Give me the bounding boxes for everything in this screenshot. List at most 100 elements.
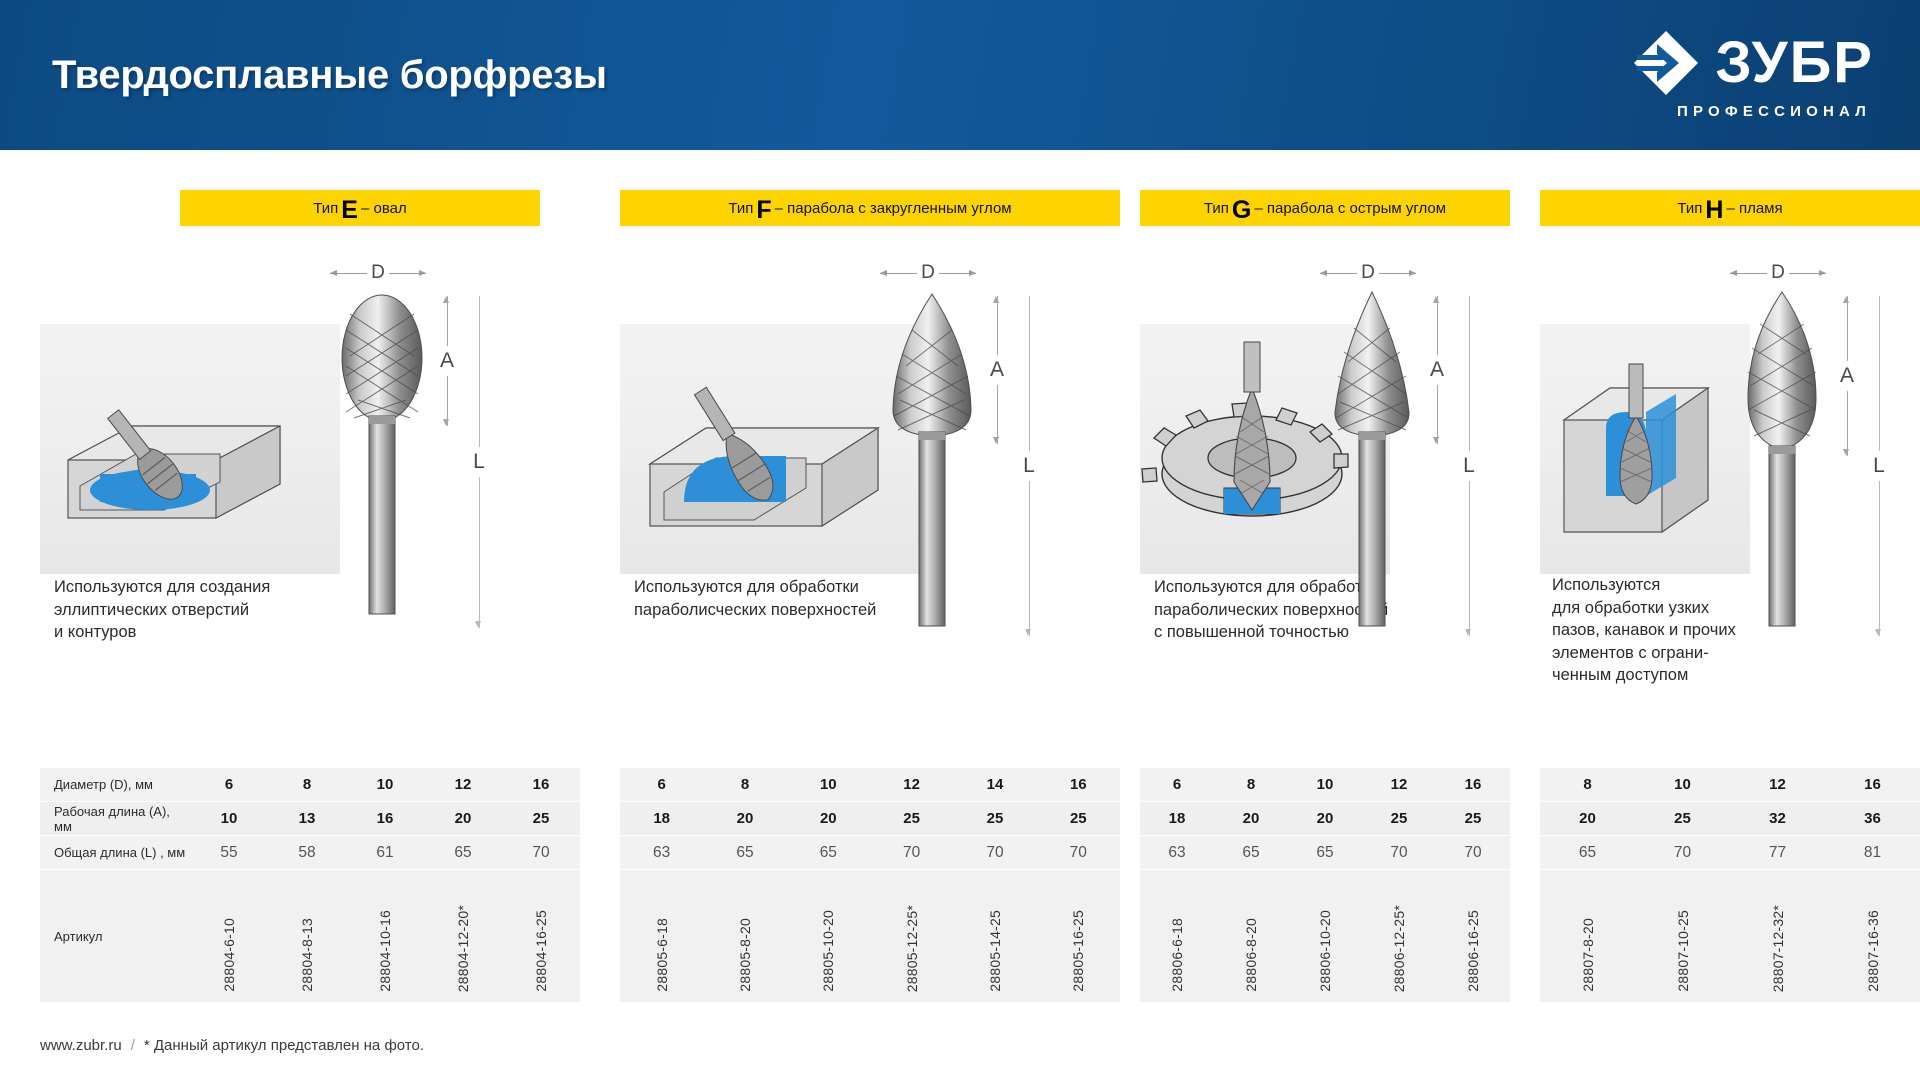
spec-table-e: Диаметр (D), мм 6 8 10 12 16 Рабочая дли… [40, 768, 580, 1002]
type-prefix: Тип [728, 199, 754, 217]
table-cell: 25 [532, 810, 550, 827]
spec-table-f: 6 8 10 12 14 16 18 20 20 25 25 [620, 768, 1120, 1002]
article-value: 28807-8-20 [1579, 918, 1596, 992]
type-letter: G [1231, 195, 1252, 224]
article-value: 28805-8-20 [736, 918, 753, 992]
type-letter: F [756, 195, 772, 224]
panel-type-e: Тип E – овал [40, 150, 580, 1002]
article-value: 28806-16-25 [1465, 910, 1481, 992]
table-cell: 63 [653, 843, 671, 861]
website-link[interactable]: www.zubr.ru [40, 1037, 122, 1054]
illustration-e: Используются для создания эллиптических … [40, 256, 580, 716]
article-value: 28805-16-25 [1070, 910, 1087, 992]
table-row-article: 28806-6-18 28806-8-20 28806-10-20 28806-… [1140, 870, 1510, 1002]
dimension-l-label: L [1023, 454, 1035, 477]
article-cell: 28806-10-20 [1288, 910, 1362, 992]
article-cell: 28805-10-20 [787, 910, 870, 992]
table-cell: 6 [657, 776, 666, 793]
table-cell: 65 [1578, 843, 1597, 861]
article-cell: 28804-8-13 [268, 918, 346, 992]
article-cell: 28807-12-32* [1730, 905, 1825, 992]
table-cell: 20 [1316, 810, 1334, 827]
panel-type-f: Тип F – парабола с закругленным углом [620, 150, 1120, 1002]
table-cell: 25 [1390, 810, 1408, 827]
table-cell: 16 [1464, 776, 1482, 793]
article-value: 28805-6-18 [653, 918, 670, 992]
illustration-f: Используются для обработки параболисческ… [620, 256, 1120, 716]
article-value: 28804-6-10 [221, 918, 237, 992]
application-photo-e [40, 324, 340, 574]
table-cell: 10 [376, 776, 394, 793]
article-cell: 28805-12-25* [870, 905, 953, 992]
table-cell: 70 [1069, 843, 1087, 861]
dimension-d-label: D [1771, 262, 1785, 283]
table-row-diameter: 6 8 10 12 16 [1140, 768, 1510, 802]
logo-wordmark: ЗУБР [1715, 30, 1874, 96]
type-letter: H [1705, 195, 1724, 224]
table-cell: 20 [1579, 810, 1596, 827]
article-cell: 28805-6-18 [620, 918, 703, 992]
spec-table-g: 6 8 10 12 16 18 20 20 25 25 [1140, 768, 1510, 1002]
brand-logo: ЗУБР ПРОФЕССИОНАЛ [1633, 30, 1874, 120]
table-cell: 20 [1242, 810, 1260, 827]
table-cell: 6 [224, 776, 234, 793]
dimension-a-label: A [1839, 364, 1854, 387]
table-cell: 18 [653, 810, 670, 827]
article-value: 28804-16-25 [533, 910, 549, 992]
type-header-g: Тип G – парабола с острым углом [1140, 190, 1510, 226]
table-cell: 65 [1316, 843, 1334, 861]
panel-description-h: Используются для обработки узких пазов, … [1552, 576, 1736, 685]
dimension-d-h: D [1730, 262, 1827, 284]
type-prefix: Тип [313, 199, 339, 217]
article-value: 28806-6-18 [1169, 918, 1185, 992]
application-photo-g [1140, 324, 1390, 574]
table-cell: 70 [532, 843, 550, 861]
article-cell: 28804-10-16 [346, 910, 424, 992]
table-cell: 65 [454, 843, 472, 861]
table-cell: 77 [1768, 843, 1787, 861]
footnote-text: * Данный артикул представлен на фото. [143, 1037, 425, 1054]
page-footer: www.zubr.ru / * Данный артикул представл… [40, 1037, 424, 1054]
dimension-d-label: D [1361, 262, 1375, 283]
table-cell: 25 [903, 810, 920, 827]
pointed-parabola-burr-shape [1334, 290, 1410, 627]
table-row-diameter: Диаметр (D), мм 6 8 10 12 16 [40, 768, 580, 802]
article-cell: 28804-12-20* [424, 905, 502, 992]
article-cell: 28806-6-18 [1140, 918, 1214, 992]
dimension-a-h: A [1830, 296, 1864, 456]
application-photo-f [620, 324, 930, 574]
article-value: 28805-14-25 [986, 910, 1003, 992]
table-cell: 70 [1390, 843, 1408, 861]
table-row-working-length: Рабочая длина (A), мм 10 13 16 20 25 [40, 802, 580, 836]
table-row-total-length: Общая длина (L) , мм 55 58 61 65 70 [40, 836, 580, 870]
article-value: 28807-10-25 [1674, 910, 1691, 992]
table-cell: 20 [819, 810, 837, 827]
dimension-a-label: A [1429, 358, 1444, 381]
article-cell: 28806-8-20 [1214, 918, 1288, 992]
dimension-a-label: A [439, 349, 454, 372]
dimension-d-g: D [1320, 262, 1417, 284]
type-suffix: – парабола с закругленным углом [774, 199, 1012, 217]
type-suffix: – парабола с острым углом [1254, 199, 1447, 217]
table-cell: 8 [740, 776, 750, 793]
article-cell: 28804-6-10 [190, 918, 268, 992]
article-cell: 28807-16-36 [1825, 910, 1920, 992]
table-cell: 70 [903, 843, 921, 861]
row-label-working-length: Рабочая длина (A), мм [54, 803, 170, 834]
dimension-l-label: L [473, 450, 485, 473]
table-cell: 36 [1864, 810, 1881, 827]
table-cell: 12 [1769, 776, 1786, 793]
table-cell: 81 [1863, 843, 1882, 861]
table-cell: 12 [903, 776, 920, 793]
article-value: 28804-10-16 [377, 910, 393, 992]
type-prefix: Тип [1677, 199, 1703, 217]
dimension-d-label: D [371, 262, 385, 283]
dimension-l-g: L [1452, 296, 1486, 636]
table-row-total-length: 63 65 65 70 70 70 [620, 836, 1120, 870]
dimension-l-f: L [1012, 296, 1046, 636]
table-cell: 8 [1246, 776, 1256, 793]
table-cell: 8 [1583, 776, 1592, 793]
type-prefix: Тип [1203, 199, 1229, 217]
application-photo-h [1540, 324, 1750, 574]
table-cell: 13 [298, 810, 316, 827]
